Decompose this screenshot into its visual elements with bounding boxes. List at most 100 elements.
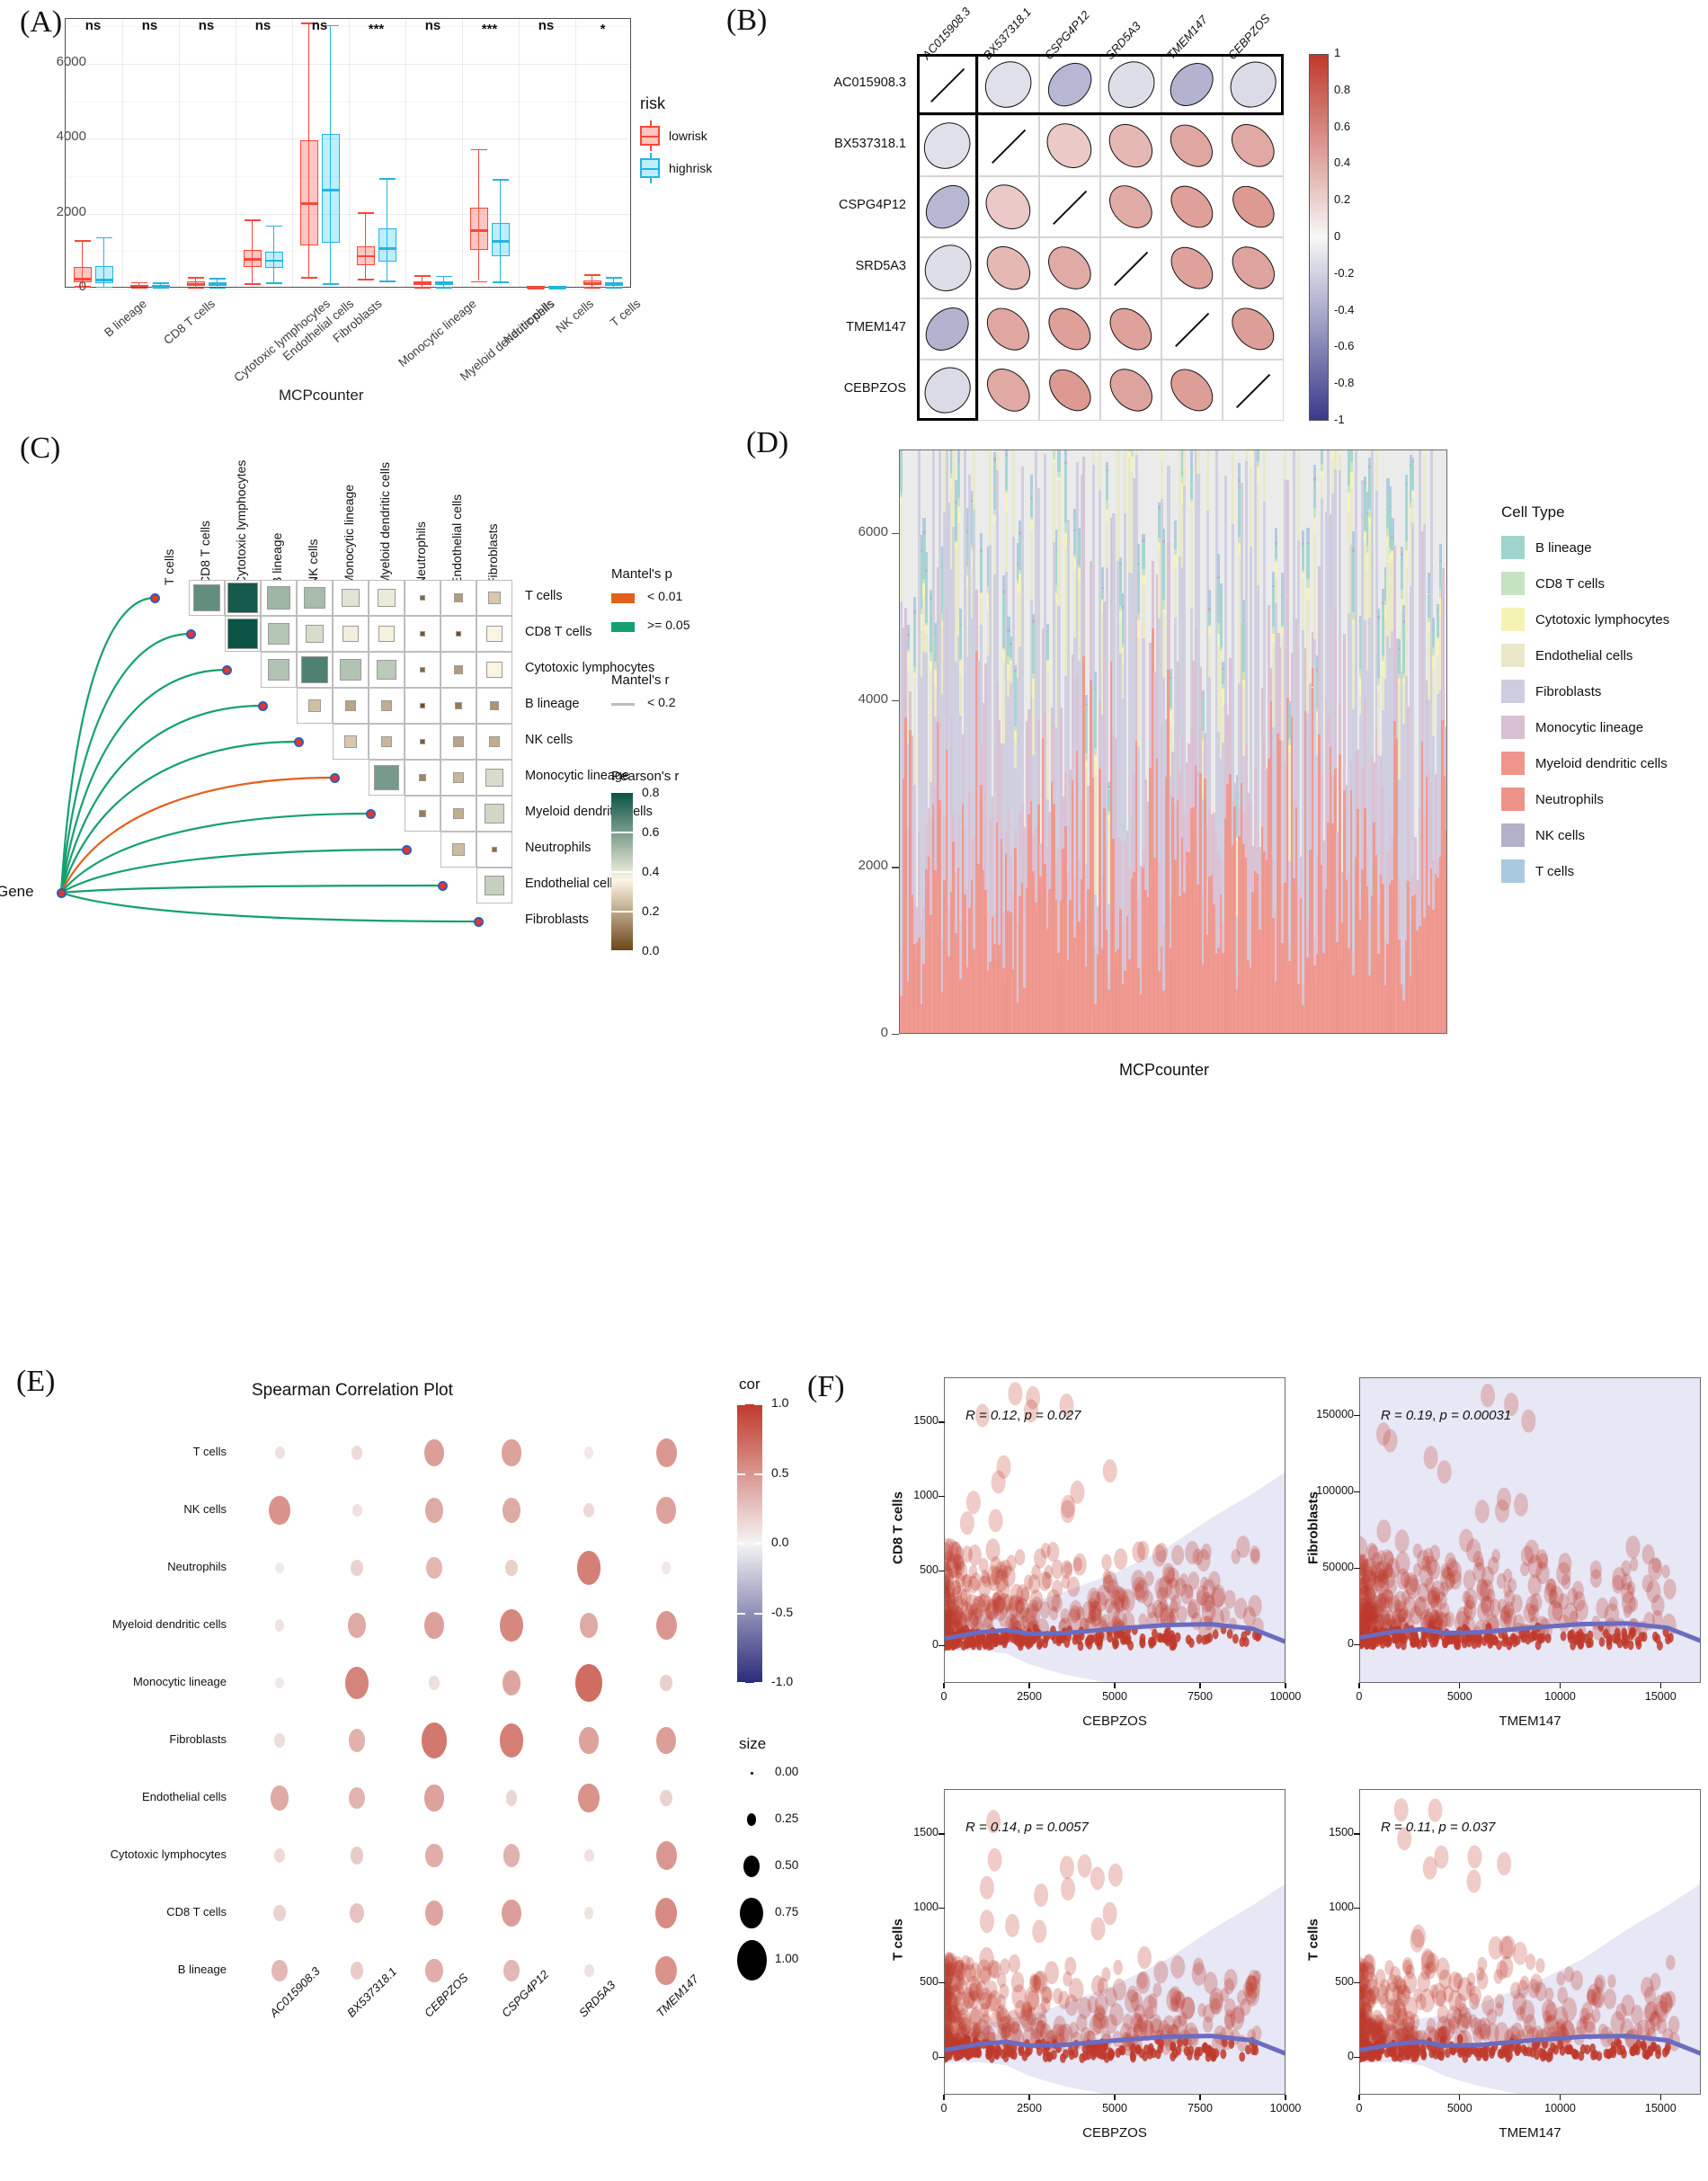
stacked-bar-segment	[1297, 886, 1301, 985]
scatter-point	[953, 1556, 965, 1576]
stacked-bar-segment	[1002, 591, 1006, 594]
stacked-bar-segment	[1274, 908, 1277, 982]
stacked-bar-segment	[934, 876, 938, 1033]
scatter-point	[953, 2036, 960, 2047]
scatter-point	[1000, 1559, 1012, 1579]
stacked-bar-segment	[1377, 685, 1381, 693]
stacked-bar-segment	[1073, 555, 1077, 558]
correlation-square	[485, 625, 503, 643]
scatter-point	[1425, 1577, 1435, 1593]
stacked-bar-segment	[1167, 542, 1170, 670]
stacked-bar-segment	[1288, 745, 1292, 752]
scatter-point	[1167, 2024, 1180, 2045]
scatter-plot-area	[1359, 1377, 1701, 1683]
stacked-bar-segment	[1382, 601, 1385, 605]
stacked-bar-segment	[913, 943, 917, 954]
scatter-point	[1228, 2038, 1235, 2049]
stacked-bar-segment	[1119, 913, 1123, 1033]
x-tick-mark	[1358, 1683, 1360, 1688]
scatter-point	[1545, 2016, 1555, 2030]
scatter-point	[1587, 1983, 1601, 2006]
stacked-bar-segment	[1142, 542, 1145, 569]
stacked-bar-segment	[1217, 575, 1221, 579]
scatter-point	[945, 1963, 952, 1984]
stacked-bar-segment	[968, 475, 972, 792]
correlation-dot	[424, 1612, 444, 1639]
scatter-point	[960, 1601, 974, 1623]
stacked-bar-segment	[1064, 522, 1068, 533]
scatter-point	[1033, 1971, 1046, 1992]
legend-whisker-bottom	[650, 177, 652, 183]
scatter-point	[1360, 1573, 1371, 1589]
stacked-bar-segment	[1354, 450, 1357, 452]
scatter-point	[1535, 1562, 1550, 1584]
stacked-bar-segment	[956, 460, 960, 498]
stacked-bar-segment	[1014, 740, 1018, 768]
stacked-bar-segment	[939, 799, 942, 808]
stacked-bar-segment	[1071, 780, 1074, 790]
stacked-bar-segment	[1352, 952, 1356, 975]
legend-label: NK cells	[1535, 827, 1586, 843]
stacked-bar-segment	[1311, 631, 1314, 669]
stacked-bar-segment	[1128, 450, 1132, 458]
stacked-bar-segment	[1189, 508, 1193, 610]
scatter-point	[1148, 1638, 1155, 1649]
stacked-bar-segment	[1201, 964, 1205, 985]
stacked-bar-segment	[1352, 548, 1356, 552]
stacked-bar-segment	[986, 655, 990, 912]
whisker-cap-upper	[435, 275, 452, 278]
stacked-bar-segment	[1053, 463, 1056, 542]
stacked-bar-segment	[1290, 652, 1294, 717]
stacked-bar-segment	[1222, 669, 1225, 684]
stacked-bar-segment	[1288, 967, 1292, 1033]
scatter-point	[1393, 1998, 1406, 2018]
stacked-bar-segment	[1053, 458, 1056, 464]
stacked-bar-segment	[1219, 650, 1223, 658]
stacked-bar-segment	[906, 636, 910, 650]
stacked-bar-segment	[1386, 957, 1390, 1033]
scatter-point	[1402, 1609, 1412, 1625]
colorbar-tick: 0.8	[1334, 82, 1351, 96]
scatter-point	[1152, 1545, 1167, 1567]
correlation-dot	[505, 1790, 518, 1806]
scatter-point	[1132, 2013, 1143, 2030]
scatter-point	[1396, 1568, 1410, 1589]
stacked-bar-segment	[959, 979, 963, 984]
stacked-bar-segment	[1054, 550, 1058, 586]
scatter-point	[1576, 2017, 1588, 2035]
stacked-bar-segment	[1201, 740, 1205, 751]
scatter-point	[1567, 1588, 1579, 1606]
pearson-colorbar-divider	[611, 911, 633, 912]
scatter-point	[1569, 1610, 1579, 1625]
stacked-bar-segment	[1339, 453, 1342, 470]
scatter-point	[973, 1596, 985, 1615]
stacked-bar-segment	[1094, 774, 1098, 895]
scatter-point	[1185, 1541, 1200, 1564]
scatter-point	[1360, 1598, 1371, 1615]
stacked-bar-segment	[1007, 678, 1010, 697]
legend-color-swatch	[1501, 716, 1525, 739]
scatter-point	[1519, 1999, 1535, 2025]
stacked-bar-segment	[1032, 613, 1036, 620]
scatter-point	[1469, 1985, 1481, 2006]
scatter-point	[1109, 1585, 1125, 1610]
scatter-point	[1650, 1972, 1661, 1991]
stacked-bar-segment	[1100, 611, 1104, 716]
panel-b-correlation-ellipse: (B) AC015908.3 BX537318.1 CSPG4P12 SRD5A3 TM…	[719, 0, 1708, 426]
stacked-bar-segment	[930, 672, 933, 782]
scatter-point	[1382, 1566, 1396, 1589]
scatter-point	[952, 1585, 963, 1602]
stacked-bar-segment	[1231, 850, 1234, 1033]
scatter-point	[1376, 2022, 1388, 2040]
stacked-bar-segment	[1318, 565, 1321, 734]
stacked-bar-segment	[1007, 656, 1010, 665]
scatter-point	[1383, 1597, 1394, 1613]
stacked-bar-segment	[1306, 542, 1310, 544]
stacked-bar-segment	[1053, 724, 1056, 804]
stacked-bar-segment	[1045, 624, 1049, 631]
scatter-point	[983, 1595, 993, 1610]
scatter-point	[1488, 2048, 1495, 2059]
scatter-point	[1170, 1594, 1181, 1612]
scatter-point	[1499, 1955, 1514, 1979]
scatter-point	[1113, 1628, 1120, 1639]
